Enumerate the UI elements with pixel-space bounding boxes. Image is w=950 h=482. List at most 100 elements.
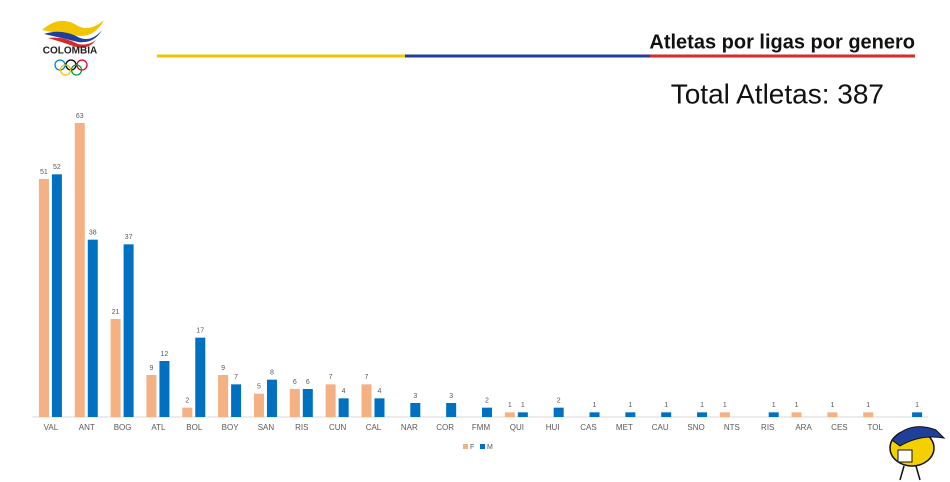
data-label: 9 <box>149 365 153 372</box>
bar <box>302 389 313 417</box>
data-label: 5 <box>257 384 261 391</box>
x-tick-label: ARA <box>795 423 812 432</box>
x-tick-label: BOL <box>186 423 203 432</box>
data-label: 1 <box>521 402 525 409</box>
bar <box>38 179 49 417</box>
legend-swatch <box>480 444 485 449</box>
data-label: 21 <box>112 309 120 316</box>
x-tick-label: CES <box>831 423 847 432</box>
x-tick-label: NAR <box>401 423 418 432</box>
data-label: 4 <box>342 388 346 395</box>
bar <box>325 384 336 417</box>
bar <box>410 403 421 417</box>
x-tick-label: NTS <box>724 423 740 432</box>
x-tick-label: SNO <box>687 423 704 432</box>
data-label: 37 <box>125 234 133 241</box>
data-label: 1 <box>915 402 919 409</box>
data-label: 2 <box>557 398 561 405</box>
x-tick-label: CAU <box>652 423 669 432</box>
bar <box>768 412 779 417</box>
bar <box>110 319 121 417</box>
bar <box>374 398 385 417</box>
bar <box>827 412 838 417</box>
bar <box>361 384 372 417</box>
x-tick-label: QUI <box>510 423 524 432</box>
data-label: 52 <box>53 164 61 171</box>
data-label: 1 <box>508 402 512 409</box>
x-tick-label: BOY <box>222 423 240 432</box>
bar <box>231 384 242 417</box>
x-tick-label: MET <box>616 423 633 432</box>
data-label: 51 <box>40 169 48 176</box>
data-label: 1 <box>830 402 834 409</box>
data-label: 1 <box>866 402 870 409</box>
data-label: 7 <box>234 374 238 381</box>
data-label: 6 <box>293 379 297 386</box>
chart-title: Atletas por ligas por genero <box>649 31 915 53</box>
bar <box>253 393 264 417</box>
bar <box>863 412 874 417</box>
bar <box>159 361 170 417</box>
bar <box>182 407 193 417</box>
data-label: 2 <box>185 398 189 405</box>
data-label: 12 <box>161 351 169 358</box>
mascot-shirt <box>897 449 913 463</box>
data-label: 6 <box>306 379 310 386</box>
mascot-leg <box>915 465 921 481</box>
data-label: 1 <box>772 402 776 409</box>
bar <box>517 412 528 417</box>
data-label: 1 <box>700 402 704 409</box>
x-tick-label: VAL <box>44 423 59 432</box>
annotation: Total Atletas: 387 <box>671 78 884 109</box>
x-tick-label: ANT <box>79 423 95 432</box>
logo: COLOMBIA <box>42 20 104 76</box>
legend-label: F <box>470 444 474 451</box>
x-tick-label: BOG <box>114 423 132 432</box>
bar <box>482 407 492 417</box>
data-label: 1 <box>795 402 799 409</box>
bar <box>289 389 300 417</box>
x-tick-label: ATL <box>151 423 166 432</box>
x-tick-label: CAS <box>580 423 596 432</box>
bar <box>87 239 98 417</box>
logo-text: COLOMBIA <box>43 46 97 57</box>
bar <box>661 412 672 417</box>
data-label: 2 <box>485 398 489 405</box>
bar <box>146 375 157 417</box>
x-tick-label: SAN <box>258 423 275 432</box>
bar <box>504 412 515 417</box>
data-label: 38 <box>89 230 97 237</box>
data-label: 1 <box>664 402 668 409</box>
data-label: 8 <box>270 370 274 377</box>
data-label: 9 <box>221 365 225 372</box>
x-tick-label: CUN <box>329 423 347 432</box>
mascot-leg <box>899 465 905 481</box>
logo-swoosh <box>44 30 102 43</box>
data-label: 4 <box>378 388 382 395</box>
bar <box>912 412 923 417</box>
logo-swoosh <box>48 37 96 48</box>
bar <box>218 375 229 417</box>
bar <box>625 412 636 417</box>
data-label: 1 <box>723 402 727 409</box>
bar <box>195 337 206 417</box>
data-label: 63 <box>76 113 84 120</box>
bar <box>446 403 457 417</box>
x-tick-label: COR <box>436 423 454 432</box>
x-tick-label: FMM <box>472 423 491 432</box>
bar <box>51 174 62 417</box>
data-label: 1 <box>593 402 597 409</box>
data-label: 17 <box>196 328 204 335</box>
bar <box>338 398 349 417</box>
bar <box>719 412 730 417</box>
bar <box>791 412 802 417</box>
bar <box>589 412 600 417</box>
mascot-head <box>891 426 946 447</box>
bar <box>123 244 134 417</box>
data-label: 1 <box>628 402 632 409</box>
olympic-rings <box>54 59 88 76</box>
bar <box>74 123 85 417</box>
data-label: 7 <box>365 374 369 381</box>
x-tick-label: HUI <box>546 423 560 432</box>
